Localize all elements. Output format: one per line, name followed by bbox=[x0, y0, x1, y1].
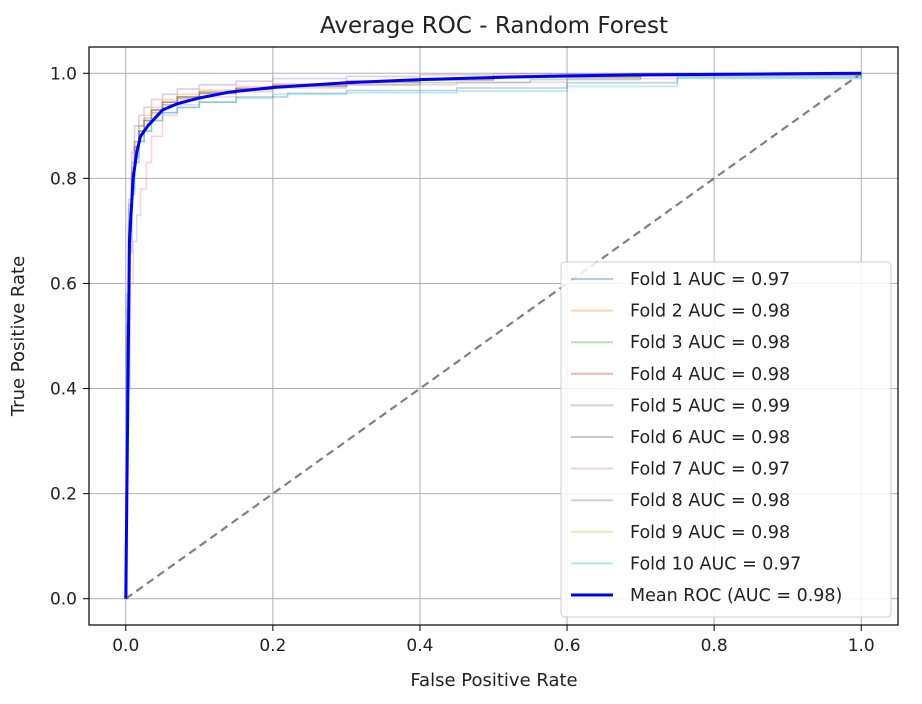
y-axis-label: True Positive Rate bbox=[8, 256, 29, 417]
y-tick-label: 0.2 bbox=[50, 485, 77, 505]
roc-curve-fold-5 bbox=[125, 72, 862, 600]
x-tick-label: 0.0 bbox=[112, 636, 139, 656]
legend-label: Fold 5 AUC = 0.99 bbox=[630, 396, 790, 416]
mean-roc-curve bbox=[124, 71, 862, 599]
y-tick-label: 1.0 bbox=[50, 64, 77, 84]
x-tick-label: 0.8 bbox=[701, 636, 728, 656]
legend-frame bbox=[560, 261, 892, 618]
legend-label: Fold 4 AUC = 0.98 bbox=[630, 365, 790, 385]
y-tick-label: 0.4 bbox=[50, 380, 77, 400]
legend-label: Fold 9 AUC = 0.98 bbox=[630, 523, 790, 543]
y-tick-label: 0.8 bbox=[50, 169, 77, 189]
roc-curve-fold-3 bbox=[125, 73, 863, 600]
legend-label: Fold 2 AUC = 0.98 bbox=[630, 302, 790, 322]
legend-label: Fold 7 AUC = 0.97 bbox=[630, 460, 790, 480]
y-tick-label: 0.0 bbox=[50, 590, 77, 610]
legend-label: Fold 3 AUC = 0.98 bbox=[630, 333, 790, 353]
chart-title: Average ROC - Random Forest bbox=[320, 13, 668, 39]
legend-label: Fold 10 AUC = 0.97 bbox=[630, 554, 801, 574]
legend-label: Fold 6 AUC = 0.98 bbox=[630, 428, 790, 448]
chance-line bbox=[125, 72, 862, 600]
x-tick-label: 1.0 bbox=[848, 636, 875, 656]
legend: Fold 1 AUC = 0.97 Fold 2 AUC = 0.98 Fold 3… bbox=[560, 261, 892, 618]
y-axis-ticks: 0.0 0.2 0.4 0.6 0.8 1.0 bbox=[50, 64, 89, 610]
x-axis-ticks: 0.0 0.2 0.4 0.6 0.8 1.0 bbox=[112, 625, 875, 656]
plot-frame bbox=[88, 46, 899, 626]
roc-curve-fold-7 bbox=[125, 73, 863, 600]
legend-label: Mean ROC (AUC = 0.98) bbox=[630, 586, 842, 606]
legend-label: Fold 8 AUC = 0.98 bbox=[630, 491, 790, 511]
x-tick-label: 0.2 bbox=[259, 636, 286, 656]
chance-diagonal-line bbox=[125, 72, 862, 600]
legend-label: Fold 1 AUC = 0.97 bbox=[630, 270, 790, 290]
x-axis-label: False Positive Rate bbox=[410, 670, 577, 691]
mean-roc-line bbox=[124, 71, 862, 599]
x-tick-label: 0.6 bbox=[554, 636, 581, 656]
x-tick-label: 0.4 bbox=[406, 636, 433, 656]
y-tick-label: 0.6 bbox=[50, 274, 77, 294]
